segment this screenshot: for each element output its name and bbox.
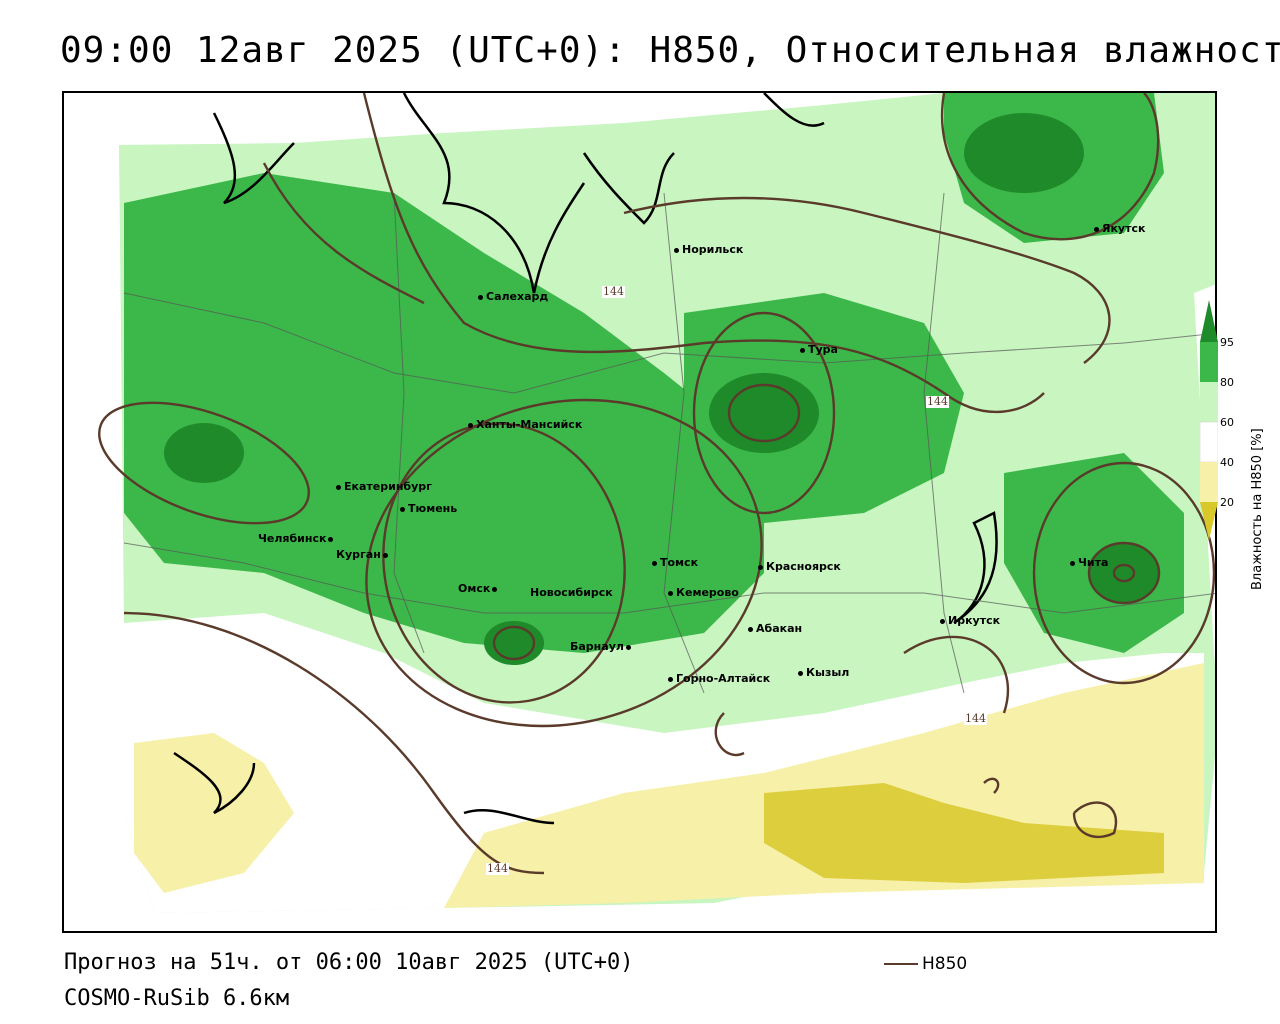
city-marker: Ханты-Мансийск bbox=[468, 419, 582, 431]
city-name: Омск bbox=[458, 582, 491, 595]
humidity-field bbox=[98, 93, 1215, 913]
city-marker: Челябинск bbox=[258, 533, 336, 545]
colorbar-title: Влажность на H850 [%] bbox=[1250, 428, 1265, 590]
city-name: Тюмень bbox=[408, 502, 458, 515]
humid-band-central bbox=[684, 293, 964, 523]
city-name: Курган bbox=[336, 548, 381, 561]
city-marker: Якутск bbox=[1094, 223, 1145, 235]
map-panel: 144 144 144 144 Якутск Норильск Салехард… bbox=[62, 91, 1217, 933]
very-humid-chita bbox=[1089, 543, 1159, 603]
city-name: Горно-Алтайск bbox=[676, 672, 771, 685]
region-borders bbox=[123, 192, 1215, 694]
city-marker: Новосибирск bbox=[530, 587, 613, 599]
contour-label: 144 bbox=[964, 712, 987, 725]
colorbar-segment bbox=[1200, 421, 1218, 463]
city-marker: Красноярск bbox=[758, 561, 841, 573]
humid-band-west bbox=[124, 173, 764, 653]
contour-label: 144 bbox=[486, 862, 509, 875]
city-name: Екатеринбург bbox=[344, 480, 432, 493]
city-marker: Горно-Алтайск bbox=[668, 673, 770, 685]
very-humid-west bbox=[164, 423, 244, 483]
city-marker: Чита bbox=[1070, 557, 1108, 569]
city-name: Новосибирск bbox=[530, 586, 613, 599]
city-marker: Кемерово bbox=[668, 587, 739, 599]
city-name: Кемерово bbox=[676, 586, 739, 599]
colorbar-segment bbox=[1200, 300, 1218, 342]
colorbar-tick: 40 bbox=[1220, 456, 1234, 469]
coastlines bbox=[173, 93, 998, 825]
city-name: Тура bbox=[808, 343, 838, 356]
city-marker: Тюмень bbox=[400, 503, 457, 515]
map-title: 09:00 12авг 2025 (UTC+0): H850, Относите… bbox=[60, 30, 1280, 71]
city-name: Салехард bbox=[486, 290, 549, 303]
city-name: Кызыл bbox=[806, 666, 850, 679]
city-marker: Тура bbox=[800, 344, 838, 356]
colorbar-segment bbox=[1200, 382, 1218, 422]
colorbar-tick: 60 bbox=[1220, 416, 1234, 429]
forecast-info: Прогноз на 51ч. от 06:00 10авг 2025 (UTC… bbox=[64, 950, 634, 975]
city-marker: Омск bbox=[458, 583, 500, 595]
very-humid-tura bbox=[709, 373, 819, 453]
city-marker: Курган bbox=[336, 549, 391, 561]
city-marker: Салехард bbox=[478, 291, 548, 303]
model-name: COSMO-RuSib 6.6км bbox=[64, 986, 290, 1011]
contour-label: 144 bbox=[926, 395, 949, 408]
city-name: Красноярск bbox=[766, 560, 841, 573]
colorbar-tick: 80 bbox=[1220, 376, 1234, 389]
very-humid-north bbox=[964, 113, 1084, 193]
city-marker: Томск bbox=[652, 557, 698, 569]
contour-legend-line bbox=[884, 963, 918, 965]
very-dry-core bbox=[764, 783, 1164, 883]
city-marker: Абакан bbox=[748, 623, 802, 635]
colorbar-tick: 95 bbox=[1220, 336, 1234, 349]
humidity-colorbar bbox=[1200, 300, 1218, 540]
city-marker: Иркутск bbox=[940, 615, 1000, 627]
city-marker: Кызыл bbox=[798, 667, 849, 679]
city-name: Норильск bbox=[682, 243, 744, 256]
city-marker: Екатеринбург bbox=[336, 481, 432, 493]
city-name: Челябинск bbox=[258, 532, 327, 545]
city-name: Барнаул bbox=[570, 640, 624, 653]
colorbar-segment bbox=[1200, 342, 1218, 382]
city-name: Иркутск bbox=[948, 614, 1001, 627]
contour-label: 144 bbox=[602, 285, 625, 298]
city-marker: Норильск bbox=[674, 244, 743, 256]
colorbar-segment bbox=[1200, 462, 1218, 502]
city-name: Абакан bbox=[756, 622, 803, 635]
city-name: Ханты-Мансийск bbox=[476, 418, 583, 431]
contour-legend-label: H850 bbox=[922, 954, 968, 974]
colorbar-segment bbox=[1200, 502, 1218, 540]
contour-legend: H850 bbox=[884, 954, 967, 974]
city-marker: Барнаул bbox=[570, 641, 634, 653]
city-name: Чита bbox=[1078, 556, 1109, 569]
city-name: Якутск bbox=[1102, 222, 1146, 235]
colorbar-tick: 20 bbox=[1220, 496, 1234, 509]
city-name: Томск bbox=[660, 556, 699, 569]
